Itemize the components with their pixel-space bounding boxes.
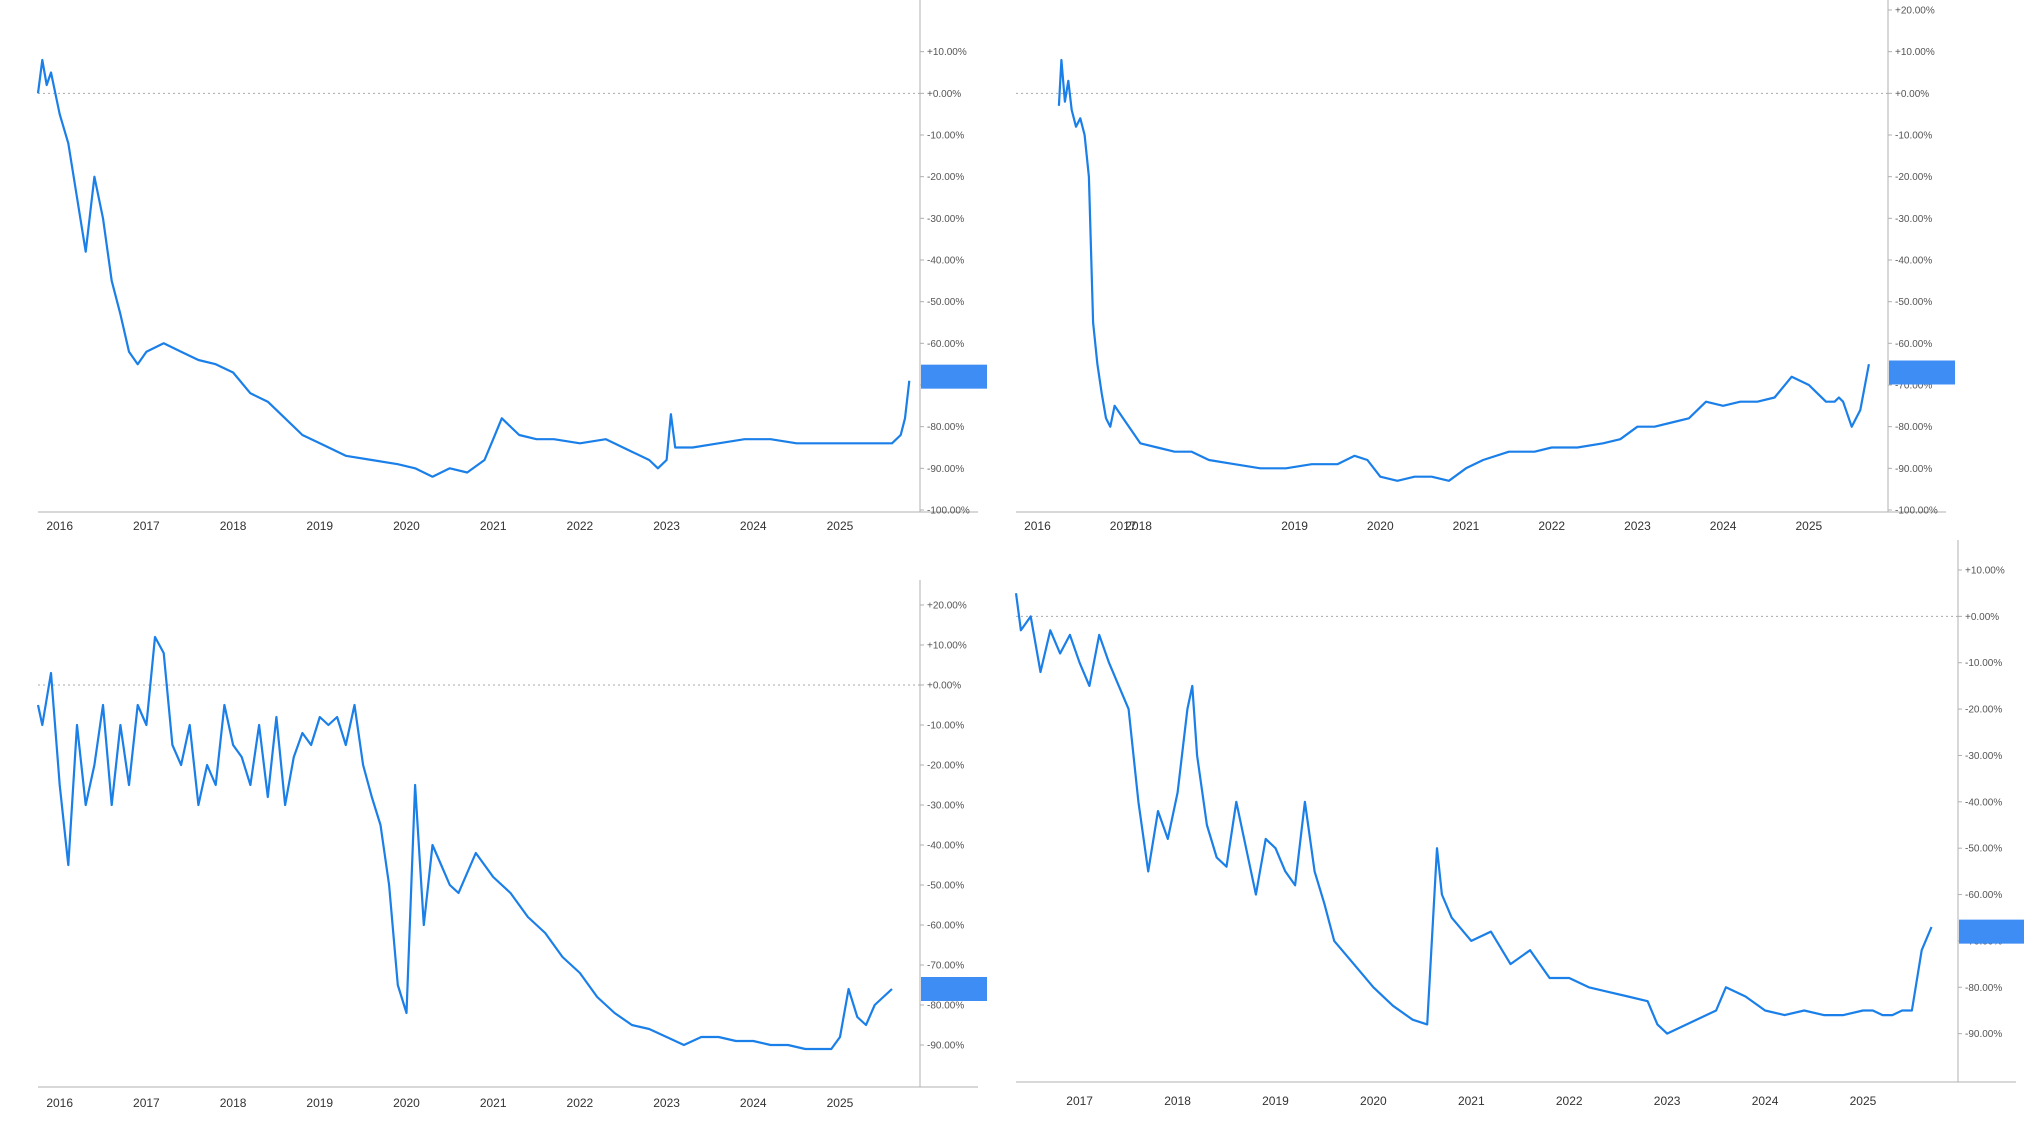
y-tick-label: -70.00%	[1895, 381, 1932, 392]
chart-panel-2: +20.00% +10.00% +0.00% -10.00% -20.00% -30.00…	[1016, 0, 2024, 545]
y-tick-label: +10.00%	[1965, 566, 2005, 577]
x-tick-label: 2024	[740, 1096, 767, 1110]
y-tick-label: +10.00%	[1895, 47, 1935, 58]
y-tick-label: -50.00%	[1895, 297, 1932, 308]
x-tick-label: 2018	[1164, 1094, 1191, 1108]
y-tick-label: +0.00%	[1895, 89, 1929, 100]
x-tick-label: 2021	[480, 519, 507, 533]
chart-panel-4: +10.00% +0.00% -10.00% -20.00% -30.00% -40.00…	[1014, 540, 2024, 1124]
x-tick-label: 2019	[1262, 1094, 1289, 1108]
x-tick-label: 2021	[1458, 1094, 1485, 1108]
series-line	[1014, 593, 1933, 1035]
current-value-marker	[1959, 919, 2024, 944]
x-tick-label: 2019	[306, 519, 333, 533]
x-tick-label: 2023	[653, 519, 680, 533]
y-tick-label: -80.00%	[927, 1001, 964, 1012]
y-tick-label: -20.00%	[1895, 172, 1932, 183]
x-tick-label: 2025	[1796, 519, 1823, 533]
y-tick-label: -40.00%	[1965, 797, 2002, 808]
y-tick-label: -60.00%	[1965, 890, 2002, 901]
x-tick-label: 2025	[1850, 1094, 1877, 1108]
y-tick-label: +20.00%	[1895, 6, 1935, 17]
y-tick-label: -90.00%	[1965, 1029, 2002, 1040]
x-tick-label: 2019	[1281, 519, 1308, 533]
x-tick-label: 2017	[1066, 1094, 1093, 1108]
y-tick-label: -80.00%	[927, 422, 964, 433]
x-tick-label: 2020	[393, 519, 420, 533]
x-tick-label: 2024	[740, 519, 767, 533]
y-tick-label: -40.00%	[1895, 256, 1932, 267]
y-tick-label: -20.00%	[1965, 705, 2002, 716]
x-tick-label: 2022	[1556, 1094, 1583, 1108]
y-tick-label: -90.00%	[927, 1041, 964, 1052]
x-tick-label: 2017	[133, 1096, 160, 1110]
x-tick-label: 2016	[46, 519, 73, 533]
x-tick-label: 2022	[567, 519, 594, 533]
y-tick-label: -30.00%	[927, 801, 964, 812]
x-tick-label: 2025	[827, 519, 854, 533]
x-tick-label: 2023	[653, 1096, 680, 1110]
y-tick-label: -10.00%	[1895, 131, 1932, 142]
y-tick-label: -90.00%	[1895, 464, 1932, 475]
y-tick-label: +10.00%	[927, 47, 967, 58]
x-tick-label: 2023	[1654, 1094, 1681, 1108]
y-tick-label: -50.00%	[1965, 844, 2002, 855]
y-tick-label: -60.00%	[1895, 339, 1932, 350]
y-tick-label: -90.00%	[927, 464, 964, 475]
y-tick-label: -20.00%	[927, 172, 964, 183]
x-tick-label: 2024	[1752, 1094, 1779, 1108]
y-tick-label: -10.00%	[1965, 658, 2002, 669]
x-tick-label: 2021	[480, 1096, 507, 1110]
x-tick-label: 2016	[1024, 519, 1051, 533]
y-tick-label: -100.00%	[927, 506, 970, 517]
current-value-marker	[921, 364, 987, 389]
current-value-marker	[921, 977, 987, 1001]
y-tick-label: -10.00%	[927, 131, 964, 142]
y-tick-label: +0.00%	[927, 89, 961, 100]
x-tick-label: 2016	[46, 1096, 73, 1110]
y-tick-label: -80.00%	[1965, 983, 2002, 994]
x-tick-label: 2018	[1125, 519, 1152, 533]
series-line	[36, 58, 911, 478]
y-tick-label: -50.00%	[927, 881, 964, 892]
y-tick-label: +0.00%	[1965, 612, 1999, 623]
y-tick-label: -10.00%	[927, 721, 964, 732]
y-tick-label: -50.00%	[927, 297, 964, 308]
x-tick-label: 2018	[220, 519, 247, 533]
x-tick-label: 2025	[827, 1096, 854, 1110]
x-tick-label: 2024	[1710, 519, 1737, 533]
x-tick-label: 2017	[133, 519, 160, 533]
y-tick-label: -30.00%	[927, 214, 964, 225]
x-tick-label: 2020	[1360, 1094, 1387, 1108]
y-tick-label: -80.00%	[1895, 422, 1932, 433]
series-line	[1057, 58, 1870, 482]
chart-panel-3: +20.00% +10.00% +0.00% -10.00% -20.00% -30.00…	[36, 580, 998, 1120]
y-tick-label: -30.00%	[1965, 751, 2002, 762]
x-tick-label: 2020	[393, 1096, 420, 1110]
x-tick-label: 2021	[1453, 519, 1480, 533]
x-tick-label: 2019	[306, 1096, 333, 1110]
x-tick-label: 2022	[567, 1096, 594, 1110]
chart-panel-1: +10.00% +0.00% -10.00% -20.00% -30.00% -40.00…	[36, 0, 998, 545]
x-tick-label: 2018	[220, 1096, 247, 1110]
series-line	[36, 635, 893, 1051]
y-tick-label: -100.00%	[1895, 506, 1938, 517]
y-tick-label: -20.00%	[927, 761, 964, 772]
x-tick-label: 2017	[1110, 519, 1137, 533]
y-tick-label: -30.00%	[1895, 214, 1932, 225]
x-tick-label: 2020	[1367, 519, 1394, 533]
y-tick-label: -60.00%	[927, 339, 964, 350]
y-tick-label: +10.00%	[927, 641, 967, 652]
y-tick-label: -70.00%	[927, 961, 964, 972]
y-tick-label: +0.00%	[927, 681, 961, 692]
x-tick-label: 2022	[1538, 519, 1565, 533]
y-tick-label: -40.00%	[927, 841, 964, 852]
y-tick-label: -40.00%	[927, 256, 964, 267]
y-tick-label: +20.00%	[927, 601, 967, 612]
current-value-marker	[1889, 360, 1955, 385]
x-tick-label: 2023	[1624, 519, 1651, 533]
y-tick-label: -60.00%	[927, 921, 964, 932]
